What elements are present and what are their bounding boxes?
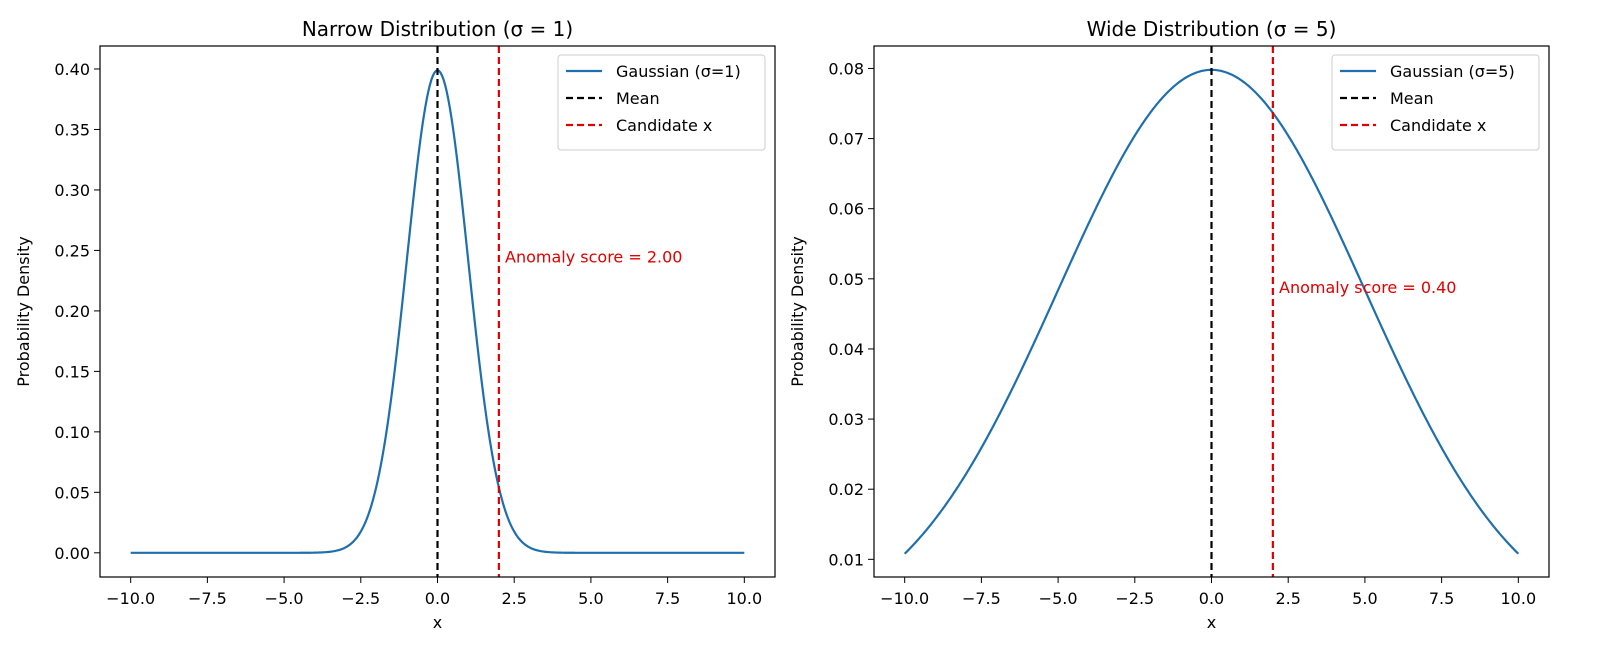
x-tick-label: −2.5: [341, 589, 380, 608]
x-tick-label: 2.5: [501, 589, 526, 608]
legend: Gaussian (σ=1) Mean Candidate x: [557, 54, 766, 151]
legend-candidate-label: Candidate x: [616, 116, 712, 135]
legend-gaussian-label: Gaussian (σ=1): [616, 62, 741, 81]
x-tick-label: −10.0: [106, 589, 155, 608]
anomaly-score-annotation: Anomaly score = 2.00: [505, 248, 682, 267]
x-tick-label: −10.0: [880, 589, 929, 608]
y-tick-label: 0.05: [828, 270, 864, 289]
y-tick-label: 0.06: [828, 200, 864, 219]
legend-mean-label: Mean: [616, 89, 660, 108]
y-axis-label: Probability Density: [14, 236, 33, 387]
y-tick-label: 0.30: [54, 181, 90, 200]
legend: Gaussian (σ=5) Mean Candidate x: [1331, 54, 1540, 151]
y-tick-label: 0.40: [54, 60, 90, 79]
plot-area: [130, 46, 745, 577]
chart-panel-2: Wide Distribution (σ = 5) Anomaly score =…: [788, 17, 1550, 632]
x-tick-label: 0.0: [425, 589, 450, 608]
legend-gaussian-label: Gaussian (σ=5): [1390, 62, 1515, 81]
x-tick-label: 10.0: [727, 589, 763, 608]
x-tick-label: 0.0: [1199, 589, 1224, 608]
chart-title: Narrow Distribution (σ = 1): [302, 17, 573, 41]
x-tick-label: 7.5: [1429, 589, 1454, 608]
y-tick-label: 0.00: [54, 544, 90, 563]
chart-panel-1: Narrow Distribution (σ = 1) Anomaly score…: [14, 17, 776, 632]
y-tick-label: 0.08: [828, 59, 864, 78]
y-tick-label: 0.01: [828, 550, 864, 569]
y-tick-label: 0.03: [828, 410, 864, 429]
y-tick-label: 0.35: [54, 120, 90, 139]
x-tick-label: 5.0: [1352, 589, 1377, 608]
y-tick-label: 0.15: [54, 362, 90, 381]
x-tick-label: −5.0: [265, 589, 304, 608]
x-tick-label: −7.5: [188, 589, 227, 608]
y-tick-label: 0.25: [54, 241, 90, 260]
y-axis-label: Probability Density: [788, 236, 807, 387]
x-tick-label: 5.0: [578, 589, 603, 608]
legend-box: [1331, 54, 1540, 151]
y-tick-label: 0.10: [54, 423, 90, 442]
y-tick-label: 0.04: [828, 340, 864, 359]
legend-mean-label: Mean: [1390, 89, 1434, 108]
anomaly-score-annotation: Anomaly score = 0.40: [1279, 278, 1456, 297]
plot-area: [903, 46, 1520, 577]
x-tick-label: −2.5: [1115, 589, 1154, 608]
y-tick-label: 0.07: [828, 130, 864, 149]
x-tick-label: 10.0: [1501, 589, 1537, 608]
x-axis-label: x: [1207, 613, 1216, 632]
x-tick-label: −7.5: [962, 589, 1001, 608]
chart-title: Wide Distribution (σ = 5): [1087, 17, 1337, 41]
y-tick-label: 0.05: [54, 483, 90, 502]
x-axis-label: x: [433, 613, 442, 632]
y-tick-label: 0.02: [828, 480, 864, 499]
x-tick-label: 7.5: [655, 589, 680, 608]
x-tick-label: −5.0: [1039, 589, 1078, 608]
legend-candidate-label: Candidate x: [1390, 116, 1486, 135]
x-tick-label: 2.5: [1275, 589, 1300, 608]
legend-box: [557, 54, 766, 151]
y-tick-label: 0.20: [54, 302, 90, 321]
